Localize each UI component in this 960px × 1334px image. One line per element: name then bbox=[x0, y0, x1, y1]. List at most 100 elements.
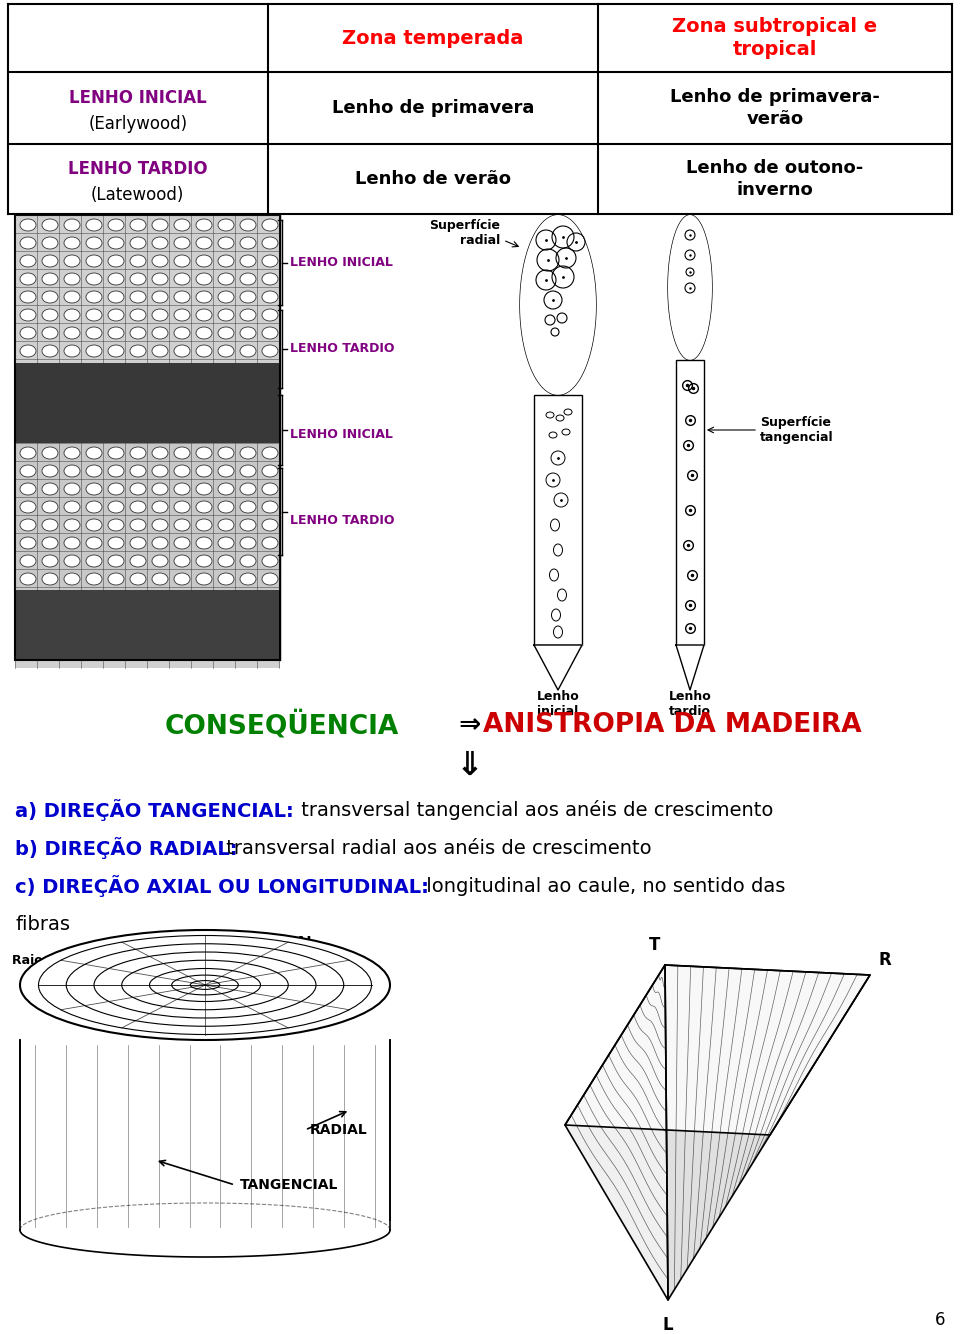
Ellipse shape bbox=[64, 237, 80, 249]
Bar bbox=[15, 590, 280, 668]
Ellipse shape bbox=[86, 327, 102, 339]
Ellipse shape bbox=[240, 466, 256, 478]
Ellipse shape bbox=[262, 466, 278, 478]
Ellipse shape bbox=[240, 346, 256, 358]
Ellipse shape bbox=[86, 574, 102, 586]
Ellipse shape bbox=[86, 219, 102, 231]
Ellipse shape bbox=[20, 466, 36, 478]
Ellipse shape bbox=[240, 309, 256, 321]
Ellipse shape bbox=[152, 466, 168, 478]
Ellipse shape bbox=[86, 309, 102, 321]
Ellipse shape bbox=[108, 555, 124, 567]
Text: 6: 6 bbox=[934, 1311, 945, 1329]
Ellipse shape bbox=[218, 538, 234, 550]
Ellipse shape bbox=[20, 447, 36, 459]
Ellipse shape bbox=[152, 273, 168, 285]
Ellipse shape bbox=[42, 219, 58, 231]
Ellipse shape bbox=[218, 447, 234, 459]
Ellipse shape bbox=[152, 237, 168, 249]
Text: Lenho de primavera-
verão: Lenho de primavera- verão bbox=[670, 88, 880, 128]
Ellipse shape bbox=[42, 483, 58, 495]
Text: Lenho
inicial: Lenho inicial bbox=[537, 690, 580, 718]
Ellipse shape bbox=[240, 538, 256, 550]
Ellipse shape bbox=[42, 538, 58, 550]
Ellipse shape bbox=[174, 447, 190, 459]
Text: ⇓: ⇓ bbox=[456, 748, 484, 782]
Ellipse shape bbox=[130, 309, 146, 321]
Ellipse shape bbox=[196, 309, 212, 321]
Ellipse shape bbox=[240, 291, 256, 303]
Ellipse shape bbox=[174, 538, 190, 550]
Polygon shape bbox=[565, 964, 668, 1301]
Ellipse shape bbox=[152, 255, 168, 267]
Text: (Earlywood): (Earlywood) bbox=[88, 115, 187, 133]
Ellipse shape bbox=[218, 291, 234, 303]
Ellipse shape bbox=[42, 327, 58, 339]
Ellipse shape bbox=[130, 219, 146, 231]
Ellipse shape bbox=[64, 291, 80, 303]
Ellipse shape bbox=[174, 502, 190, 514]
Ellipse shape bbox=[42, 237, 58, 249]
Ellipse shape bbox=[86, 519, 102, 531]
Text: ANISTROPIA DA MADEIRA: ANISTROPIA DA MADEIRA bbox=[483, 712, 862, 738]
Ellipse shape bbox=[108, 237, 124, 249]
Ellipse shape bbox=[64, 309, 80, 321]
Ellipse shape bbox=[218, 466, 234, 478]
Ellipse shape bbox=[130, 237, 146, 249]
Ellipse shape bbox=[262, 538, 278, 550]
Text: transversal radial aos anéis de crescimento: transversal radial aos anéis de crescime… bbox=[220, 839, 652, 858]
Ellipse shape bbox=[64, 538, 80, 550]
Ellipse shape bbox=[86, 237, 102, 249]
Ellipse shape bbox=[108, 291, 124, 303]
Ellipse shape bbox=[240, 237, 256, 249]
Ellipse shape bbox=[262, 273, 278, 285]
Ellipse shape bbox=[42, 519, 58, 531]
Ellipse shape bbox=[42, 309, 58, 321]
Ellipse shape bbox=[152, 555, 168, 567]
Ellipse shape bbox=[130, 574, 146, 586]
Ellipse shape bbox=[20, 930, 390, 1041]
Ellipse shape bbox=[64, 346, 80, 358]
Text: LENHO INICIAL: LENHO INICIAL bbox=[290, 256, 393, 269]
Ellipse shape bbox=[20, 483, 36, 495]
Text: Zona subtropical e
tropical: Zona subtropical e tropical bbox=[672, 17, 877, 59]
Ellipse shape bbox=[262, 346, 278, 358]
Ellipse shape bbox=[218, 555, 234, 567]
Ellipse shape bbox=[108, 273, 124, 285]
Text: Lenho de outono-
inverno: Lenho de outono- inverno bbox=[686, 159, 864, 199]
Ellipse shape bbox=[240, 574, 256, 586]
Ellipse shape bbox=[108, 466, 124, 478]
Ellipse shape bbox=[262, 309, 278, 321]
Text: AXIAL: AXIAL bbox=[270, 935, 316, 948]
Ellipse shape bbox=[240, 255, 256, 267]
Bar bbox=[15, 660, 280, 668]
Ellipse shape bbox=[42, 555, 58, 567]
Ellipse shape bbox=[108, 255, 124, 267]
Ellipse shape bbox=[20, 309, 36, 321]
Ellipse shape bbox=[86, 466, 102, 478]
Ellipse shape bbox=[196, 447, 212, 459]
Bar bbox=[676, 360, 704, 646]
Ellipse shape bbox=[218, 574, 234, 586]
Ellipse shape bbox=[262, 574, 278, 586]
Text: Anel de crescimento: Anel de crescimento bbox=[225, 959, 368, 971]
Ellipse shape bbox=[20, 519, 36, 531]
Text: Lenho
tardio: Lenho tardio bbox=[668, 690, 711, 718]
Bar bbox=[15, 215, 280, 660]
Ellipse shape bbox=[196, 466, 212, 478]
Ellipse shape bbox=[262, 291, 278, 303]
Ellipse shape bbox=[240, 555, 256, 567]
Text: CONSEQÜENCIA: CONSEQÜENCIA bbox=[165, 711, 399, 739]
Text: Lenho de verão: Lenho de verão bbox=[355, 169, 511, 188]
Ellipse shape bbox=[174, 291, 190, 303]
Text: TANGENCIAL: TANGENCIAL bbox=[240, 1178, 338, 1193]
Ellipse shape bbox=[64, 255, 80, 267]
Bar bbox=[15, 215, 280, 660]
Text: Raio medular: Raio medular bbox=[12, 954, 105, 967]
Ellipse shape bbox=[262, 327, 278, 339]
Text: (Latewood): (Latewood) bbox=[91, 185, 184, 204]
Ellipse shape bbox=[108, 346, 124, 358]
Ellipse shape bbox=[174, 519, 190, 531]
Ellipse shape bbox=[240, 502, 256, 514]
Ellipse shape bbox=[196, 483, 212, 495]
